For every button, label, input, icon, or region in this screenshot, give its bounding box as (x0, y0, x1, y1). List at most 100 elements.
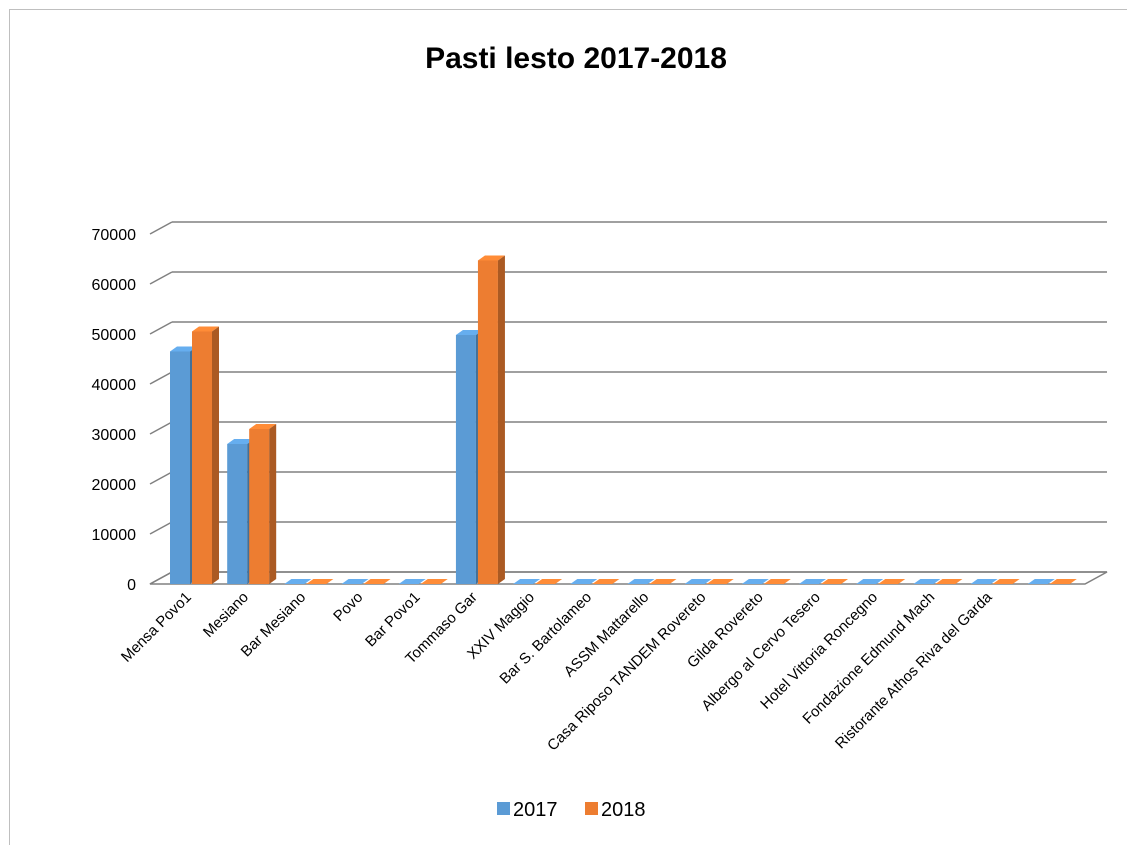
bar (741, 579, 769, 584)
y-tick-label: 50000 (92, 327, 137, 344)
bar-top (592, 579, 620, 584)
legend-label: 2018 (601, 799, 646, 821)
grid-line-depth (149, 321, 173, 335)
y-tick-label: 40000 (92, 377, 137, 394)
bar (992, 579, 1020, 584)
bar (821, 579, 849, 584)
bar-top (249, 424, 277, 429)
bar-front (455, 335, 476, 584)
bar (192, 326, 219, 584)
bar-front (249, 429, 270, 584)
grid-lines (149, 221, 1108, 585)
chart-frame (9, 9, 1127, 845)
category-label: Bar Povo1 (362, 589, 424, 651)
grid-line-depth (149, 271, 173, 285)
bar-top (706, 579, 734, 584)
bar (535, 579, 563, 584)
bar-top (935, 579, 963, 584)
legend: 2017 2018 (497, 799, 646, 821)
bar-front (227, 444, 248, 584)
bar (970, 579, 998, 584)
bar-top (970, 579, 998, 584)
bar (513, 579, 541, 584)
bar (878, 579, 906, 584)
bar (570, 579, 598, 584)
bar-top (227, 439, 255, 444)
bar (306, 579, 334, 584)
legend-swatch (585, 802, 598, 815)
bar (627, 579, 655, 584)
bar-top (821, 579, 849, 584)
bar-top (1027, 579, 1055, 584)
bar-top (477, 255, 505, 261)
y-tick-label: 0 (127, 577, 136, 594)
bar-top (455, 330, 483, 335)
y-tick-label: 70000 (92, 227, 137, 244)
bar-top (535, 579, 563, 584)
bar (249, 424, 277, 584)
bar-top (992, 579, 1020, 584)
bar-top (341, 579, 369, 584)
bar-top (363, 579, 391, 584)
bar-top (420, 579, 448, 584)
legend-swatch (497, 802, 510, 815)
chart-title: Pasti lesto 2017-2018 (425, 42, 727, 75)
y-tick-label: 10000 (92, 527, 137, 544)
bar (477, 255, 505, 584)
bar-side (269, 424, 277, 584)
bar-top (513, 579, 541, 584)
legend-item: 2017 (497, 799, 558, 821)
bar-top (1049, 579, 1077, 584)
grid-line-depth (149, 221, 173, 235)
category-label: Povo (330, 589, 366, 625)
category-label: Mensa Povo1 (118, 589, 195, 666)
legend-item: 2018 (585, 799, 646, 821)
bars (170, 255, 1077, 584)
bar-top (878, 579, 906, 584)
bar (684, 579, 712, 584)
bar (935, 579, 963, 584)
bar-front (170, 351, 190, 584)
bar-top (684, 579, 712, 584)
bar (420, 579, 448, 584)
bar-side (212, 326, 219, 584)
bar-top (856, 579, 884, 584)
bar (592, 579, 620, 584)
bar-top (799, 579, 827, 584)
bar (363, 579, 391, 584)
bar-top (170, 346, 197, 352)
bar (284, 579, 312, 584)
bar (398, 579, 426, 584)
bar (799, 579, 827, 584)
grid-line-depth (149, 521, 173, 535)
bar-top (649, 579, 677, 584)
bar-side (497, 255, 505, 584)
bar-top (284, 579, 312, 584)
category-label: Mesiano (200, 589, 252, 641)
bar-top (398, 579, 426, 584)
y-tick-label: 30000 (92, 427, 137, 444)
category-label: Hotel Vittoria Roncegno (757, 589, 881, 713)
bar-top (306, 579, 334, 584)
bar-front (477, 260, 498, 584)
bar (1027, 579, 1055, 584)
bar (856, 579, 884, 584)
bar-top (192, 326, 219, 332)
bar (706, 579, 734, 584)
bar-top (627, 579, 655, 584)
bar (763, 579, 791, 584)
grid-line-depth (149, 371, 173, 385)
bar-top (763, 579, 791, 584)
grid-line-depth (149, 421, 173, 435)
bar-top (913, 579, 941, 584)
legend-label: 2017 (513, 799, 558, 821)
bar (913, 579, 941, 584)
y-tick-label: 60000 (92, 277, 137, 294)
bar (649, 579, 677, 584)
bar-top (741, 579, 769, 584)
bar-front (192, 331, 212, 584)
y-tick-label: 20000 (92, 477, 137, 494)
